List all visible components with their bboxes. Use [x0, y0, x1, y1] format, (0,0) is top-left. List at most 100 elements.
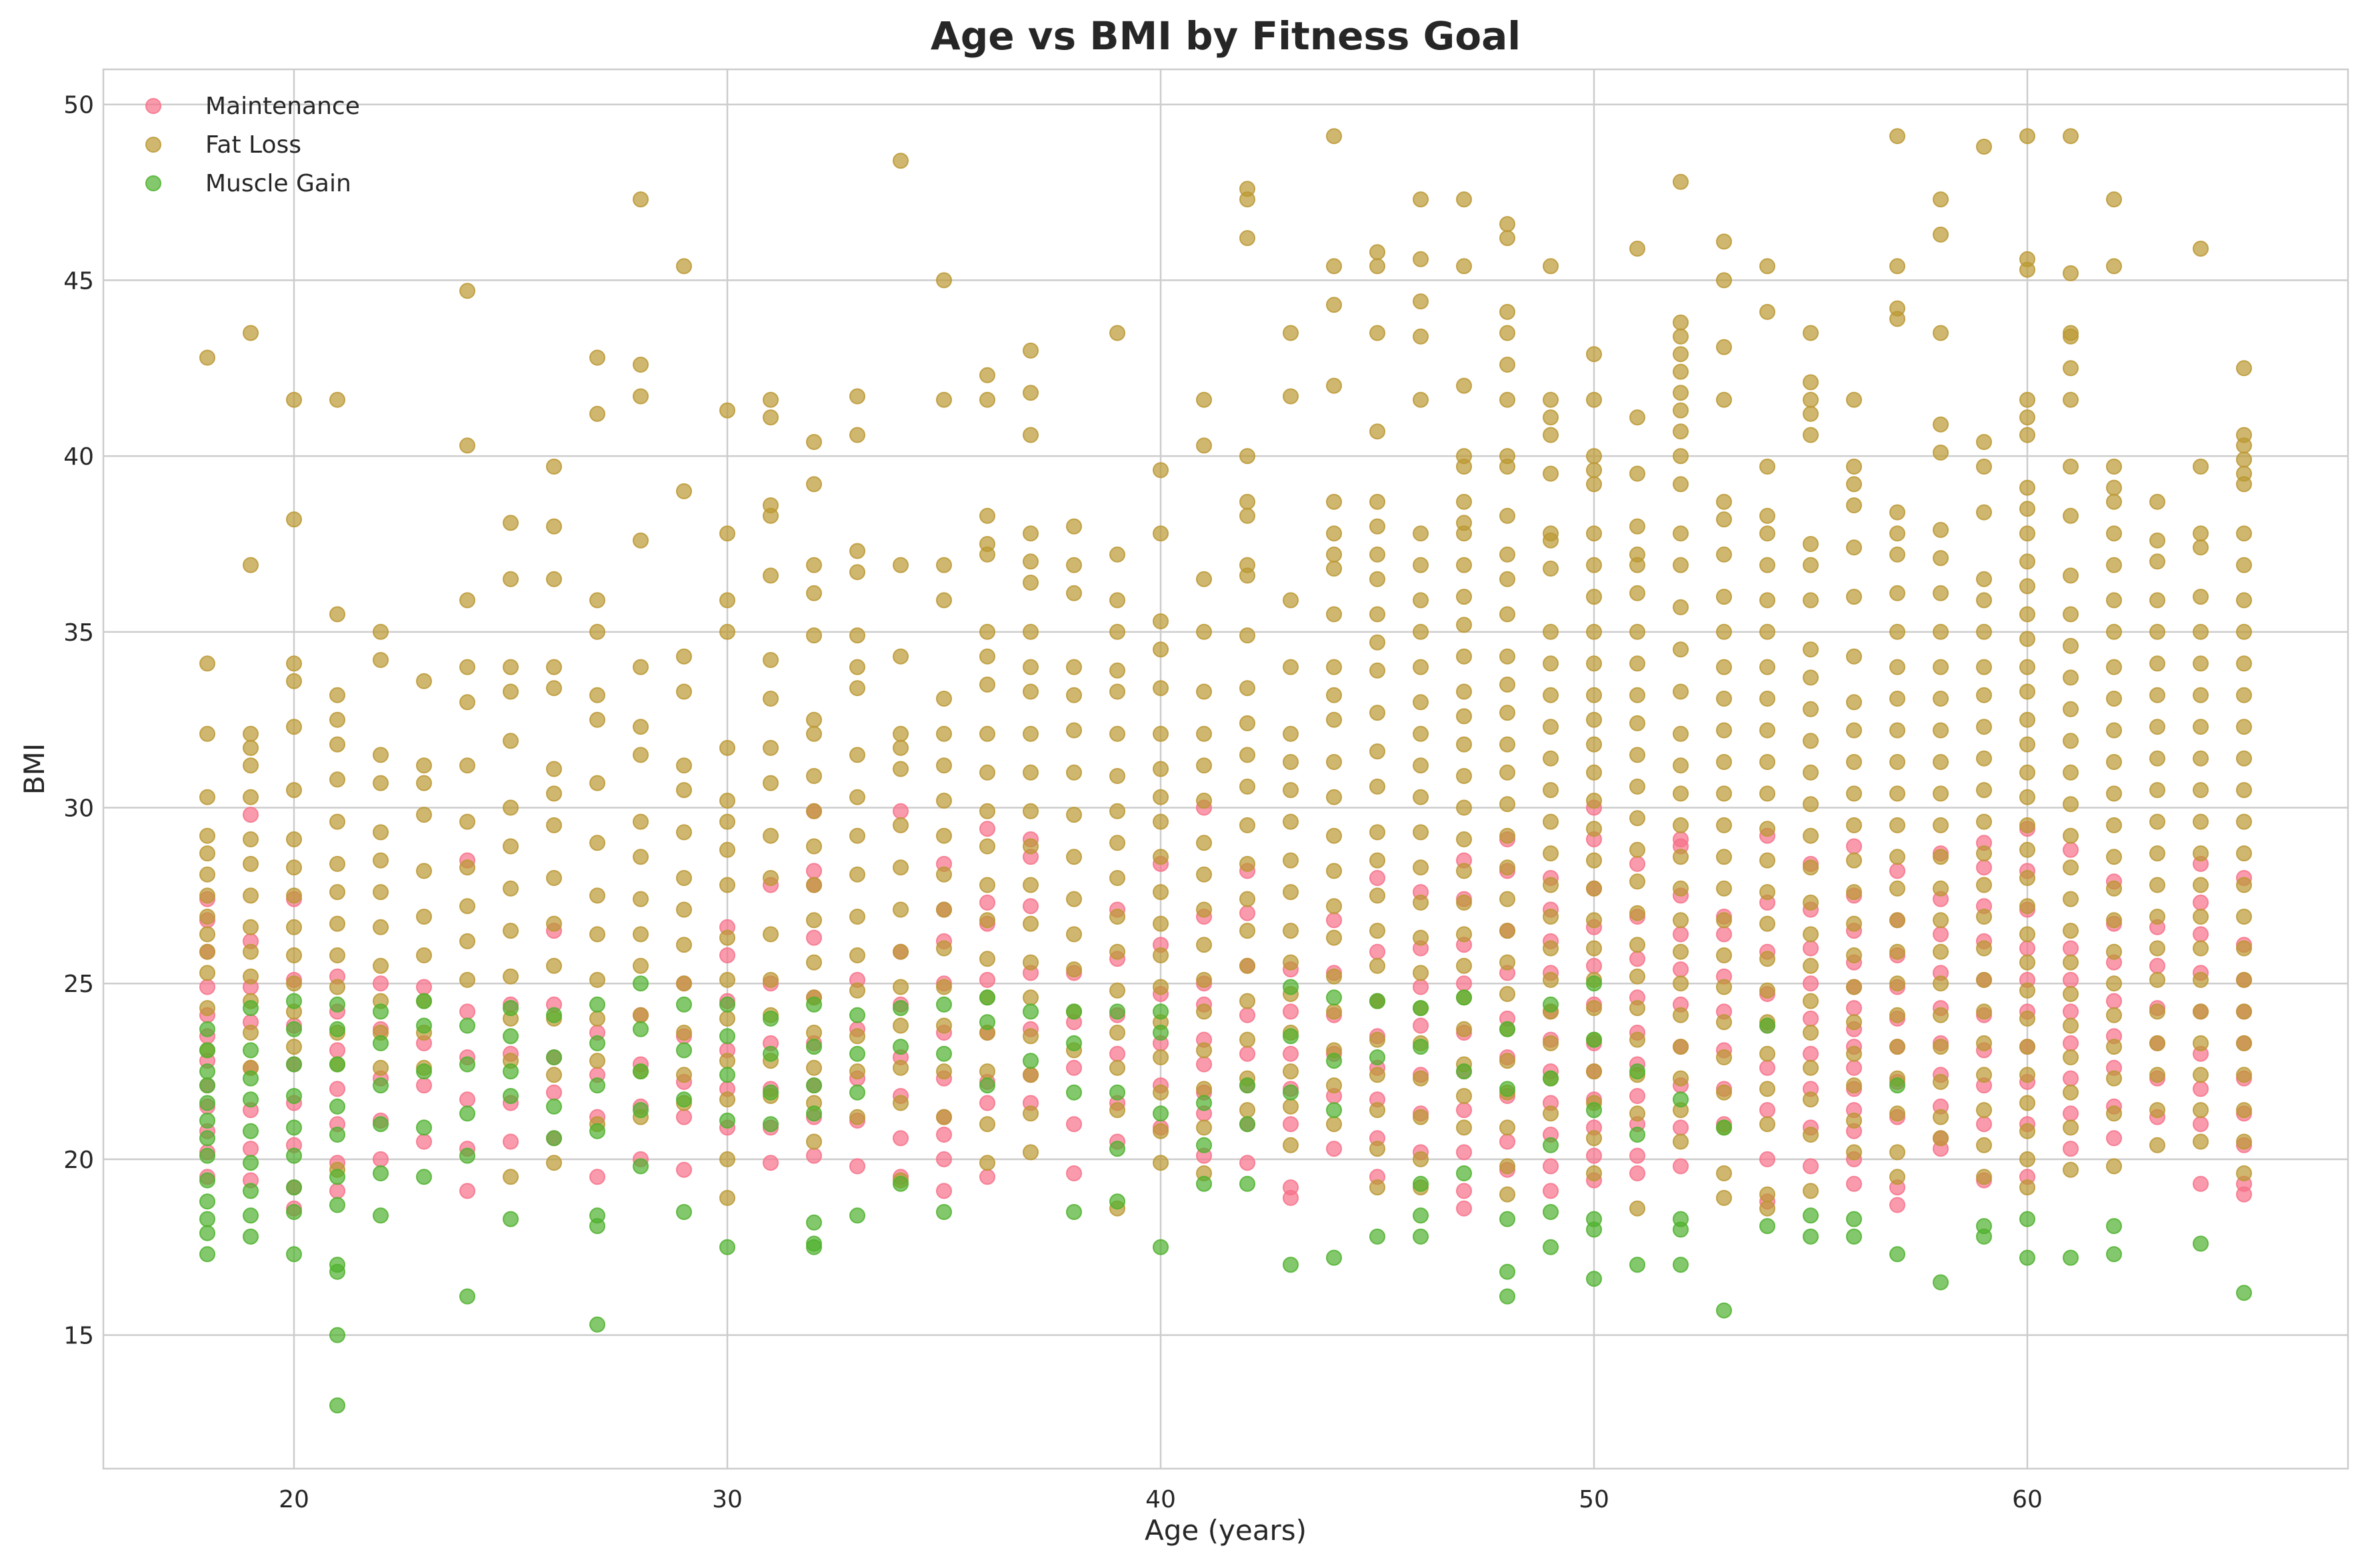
data-point [763, 870, 779, 886]
data-point [1889, 585, 1905, 601]
data-point [979, 971, 995, 988]
data-point [1066, 557, 1082, 573]
data-point [1759, 458, 1775, 475]
data-point [1326, 929, 1342, 946]
data-point [936, 979, 952, 995]
data-point [589, 687, 605, 703]
data-point [589, 405, 605, 422]
data-point [1976, 909, 1992, 925]
data-point [763, 1045, 779, 1062]
data-point [199, 655, 215, 672]
data-point [2019, 870, 2035, 886]
data-point [2019, 711, 2035, 728]
data-point [1803, 536, 1819, 552]
data-point [849, 909, 865, 925]
data-point [1716, 1165, 1732, 1181]
data-point [1153, 884, 1169, 901]
data-point [1413, 929, 1429, 946]
data-point [286, 1204, 302, 1220]
data-point [1673, 346, 1689, 363]
data-point [1499, 923, 1515, 939]
data-point [1889, 754, 1905, 770]
data-point [1716, 546, 1732, 563]
data-point [1716, 926, 1732, 943]
data-point [1499, 507, 1515, 524]
data-point [503, 1211, 519, 1227]
data-point [1413, 757, 1429, 774]
data-point [1543, 1183, 1559, 1199]
data-point [1976, 719, 1992, 735]
data-point [2236, 845, 2252, 862]
data-point [1673, 1158, 1689, 1175]
y-tick-label: 35 [63, 619, 94, 647]
data-point [503, 683, 519, 700]
data-point [1586, 975, 1602, 992]
data-point [2019, 427, 2035, 443]
data-point [2236, 1285, 2252, 1301]
data-point [589, 1035, 605, 1051]
data-point [719, 793, 735, 809]
data-point [1586, 1102, 1602, 1119]
data-point [979, 803, 995, 819]
data-point [1023, 553, 1039, 570]
data-point [1499, 325, 1515, 341]
data-point [1239, 230, 1255, 247]
data-point [1586, 1221, 1602, 1238]
data-point [1629, 687, 1645, 703]
data-point [893, 648, 909, 665]
data-point [1239, 715, 1255, 731]
data-point [329, 947, 345, 963]
data-point [199, 965, 215, 981]
data-point [373, 1207, 389, 1224]
data-point [1369, 923, 1385, 939]
data-point [2149, 1102, 2165, 1119]
data-point [1456, 926, 1472, 943]
data-point [286, 1088, 302, 1104]
data-point [1239, 778, 1255, 795]
data-point [633, 813, 649, 830]
data-point [243, 919, 259, 935]
data-point [2193, 1133, 2209, 1150]
data-point [1326, 754, 1342, 770]
data-point [1846, 1112, 1862, 1129]
data-point [1889, 525, 1905, 542]
data-point [1109, 683, 1125, 700]
data-point [1239, 448, 1255, 465]
legend-label: Muscle Gain [205, 170, 351, 197]
data-point [849, 1109, 865, 1125]
data-point [1196, 1056, 1212, 1073]
data-point [936, 391, 952, 408]
data-point [503, 1000, 519, 1017]
data-point [1239, 1102, 1255, 1119]
data-point [1629, 518, 1645, 535]
data-point [2063, 1119, 2079, 1136]
data-point [1629, 409, 1645, 426]
data-point [1456, 1119, 1472, 1136]
data-point [1283, 1084, 1299, 1101]
data-point [2236, 360, 2252, 377]
data-point [1326, 1116, 1342, 1133]
data-point [1803, 374, 1819, 391]
data-point [676, 648, 692, 665]
data-point [1543, 409, 1559, 426]
data-point [1889, 722, 1905, 739]
data-point [2236, 782, 2252, 799]
data-point [979, 1169, 995, 1185]
data-point [936, 901, 952, 918]
data-point [1023, 1105, 1039, 1122]
data-point [2063, 637, 2079, 654]
data-point [546, 1007, 562, 1023]
data-point [893, 1175, 909, 1192]
data-point [1239, 1155, 1255, 1171]
data-point [589, 1123, 605, 1139]
data-point [2063, 841, 2079, 858]
data-point [286, 391, 302, 408]
data-point [1846, 838, 1862, 855]
data-point [1543, 465, 1559, 482]
data-point [633, 891, 649, 907]
data-point [1803, 957, 1819, 974]
data-point [2019, 578, 2035, 595]
data-point [199, 1147, 215, 1164]
data-point [893, 557, 909, 573]
data-point [199, 789, 215, 805]
